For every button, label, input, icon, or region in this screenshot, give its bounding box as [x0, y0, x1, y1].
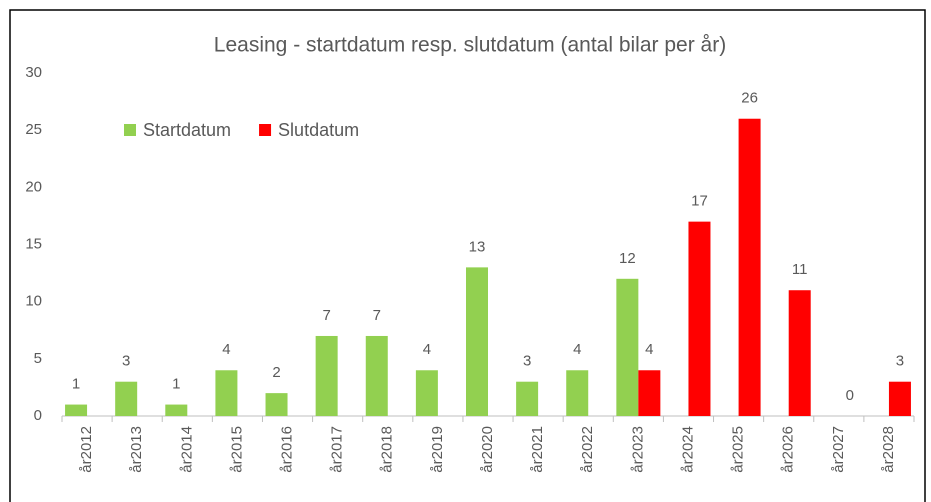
y-tick-label: 5 [34, 350, 42, 367]
bar [616, 278, 639, 416]
legend-label: Slutdatum [278, 120, 359, 140]
y-tick-label: 25 [25, 121, 42, 138]
x-tick-label: år2023 [629, 426, 646, 473]
y-tick-label: 20 [25, 178, 42, 195]
data-label: 0 [846, 387, 854, 404]
bar [215, 370, 238, 416]
x-tick-label: år2027 [830, 426, 847, 473]
bar [738, 118, 761, 416]
x-tick-label: år2017 [329, 426, 346, 473]
bar [65, 404, 88, 416]
data-label: 4 [573, 341, 581, 358]
data-label: 4 [222, 341, 230, 358]
chart-title: Leasing - startdatum resp. slutdatum (an… [214, 34, 726, 57]
bar [688, 221, 711, 416]
bar [265, 393, 288, 416]
data-label: 7 [322, 307, 330, 324]
x-tick-label: år2024 [679, 426, 696, 473]
data-label: 1 [172, 376, 180, 393]
bar [115, 381, 138, 416]
legend-swatch [259, 124, 272, 136]
x-tick-label: år2012 [78, 426, 95, 473]
data-label: 1 [72, 376, 80, 393]
data-label: 3 [122, 353, 130, 370]
data-label: 2 [272, 364, 280, 381]
bar [415, 370, 438, 416]
x-tick-label: år2014 [178, 426, 195, 473]
y-tick-label: 0 [34, 407, 42, 424]
bar [638, 370, 661, 416]
data-label: 3 [896, 353, 904, 370]
x-tick-label: år2026 [780, 426, 797, 473]
bar [566, 370, 589, 416]
bar [466, 267, 488, 416]
bar [315, 335, 338, 416]
x-tick-label: år2018 [379, 426, 396, 473]
bar [516, 381, 539, 416]
bar [365, 335, 388, 416]
x-tick-label: år2020 [479, 426, 496, 473]
legend-label: Startdatum [143, 120, 231, 140]
x-tick-label: år2021 [529, 426, 546, 473]
data-label: 12 [619, 250, 636, 267]
legend-swatch [124, 124, 136, 136]
y-tick-label: 30 [25, 64, 42, 81]
data-label: 13 [469, 238, 486, 255]
x-tick-label: år2019 [429, 426, 446, 473]
x-tick-label: år2025 [730, 426, 747, 473]
data-label: 3 [523, 353, 531, 370]
y-tick-label: 15 [25, 235, 42, 252]
y-tick-label: 10 [25, 293, 42, 310]
bar [888, 381, 911, 416]
x-tick-label: år2028 [880, 426, 897, 473]
data-label: 4 [423, 341, 431, 358]
x-tick-label: år2022 [579, 426, 596, 473]
bar [788, 290, 811, 416]
data-label: 7 [373, 307, 381, 324]
bar [165, 404, 188, 416]
data-label: 11 [792, 261, 808, 278]
data-label: 4 [645, 341, 653, 358]
x-tick-label: år2013 [128, 426, 145, 473]
data-label: 26 [741, 90, 758, 107]
data-label: 17 [691, 193, 708, 210]
x-tick-label: år2016 [278, 426, 295, 473]
x-tick-label: år2015 [228, 426, 245, 473]
